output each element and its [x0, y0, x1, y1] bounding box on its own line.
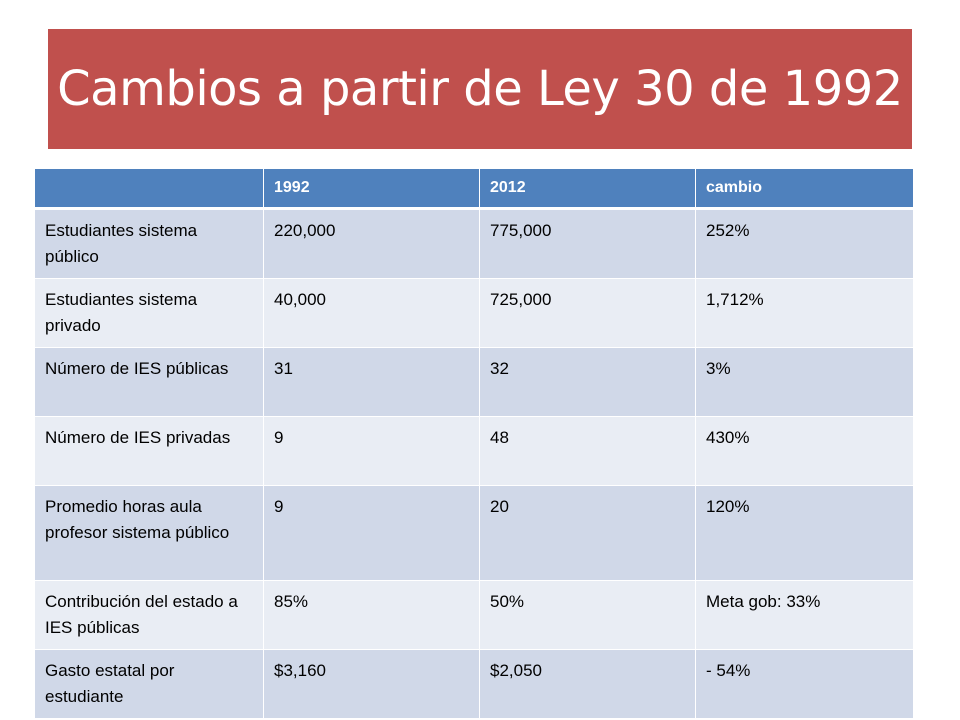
row-label: Estudiantes sistema público [34, 208, 264, 279]
value-2012: $2,050 [479, 649, 696, 719]
slide-title-banner: Cambios a partir de Ley 30 de 1992 [48, 29, 912, 149]
header-cell-2012: 2012 [479, 168, 696, 210]
table-row: Número de IES públicas 31 32 3% [34, 347, 914, 417]
table-row: Número de IES privadas 9 48 430% [34, 416, 914, 486]
value-1992: 31 [263, 347, 480, 417]
value-cambio: - 54% [695, 649, 914, 719]
value-2012: 48 [479, 416, 696, 486]
table-row: Contribución del estado a IES públicas 8… [34, 580, 914, 650]
value-cambio: 430% [695, 416, 914, 486]
value-cambio: 1,712% [695, 278, 914, 348]
header-cell-cambio: cambio [695, 168, 914, 210]
value-cambio: 252% [695, 208, 914, 279]
row-label: Gasto estatal por estudiante [34, 649, 264, 719]
value-2012: 50% [479, 580, 696, 650]
row-label: Contribución del estado a IES públicas [34, 580, 264, 650]
value-cambio: Meta gob: 33% [695, 580, 914, 650]
slide-title: Cambios a partir de Ley 30 de 1992 [57, 61, 903, 117]
value-cambio: 3% [695, 347, 914, 417]
value-2012: 32 [479, 347, 696, 417]
value-2012: 20 [479, 485, 696, 581]
table-row: Estudiantes sistema público 220,000 775,… [34, 208, 914, 279]
row-label: Estudiantes sistema privado [34, 278, 264, 348]
value-2012: 725,000 [479, 278, 696, 348]
row-label: Número de IES públicas [34, 347, 264, 417]
value-1992: 220,000 [263, 208, 480, 279]
table-header-row: 1992 2012 cambio [34, 168, 914, 210]
value-1992: 9 [263, 416, 480, 486]
table-row: Gasto estatal por estudiante $3,160 $2,0… [34, 649, 914, 719]
row-label: Número de IES privadas [34, 416, 264, 486]
value-2012: 775,000 [479, 208, 696, 279]
header-cell-empty [34, 168, 264, 210]
table-row: Promedio horas aula profesor sistema púb… [34, 485, 914, 581]
value-cambio: 120% [695, 485, 914, 581]
value-1992: $3,160 [263, 649, 480, 719]
header-cell-1992: 1992 [263, 168, 480, 210]
value-1992: 85% [263, 580, 480, 650]
table-row: Estudiantes sistema privado 40,000 725,0… [34, 278, 914, 348]
value-1992: 9 [263, 485, 480, 581]
row-label: Promedio horas aula profesor sistema púb… [34, 485, 264, 581]
value-1992: 40,000 [263, 278, 480, 348]
comparison-table: 1992 2012 cambio Estudiantes sistema púb… [34, 168, 914, 719]
